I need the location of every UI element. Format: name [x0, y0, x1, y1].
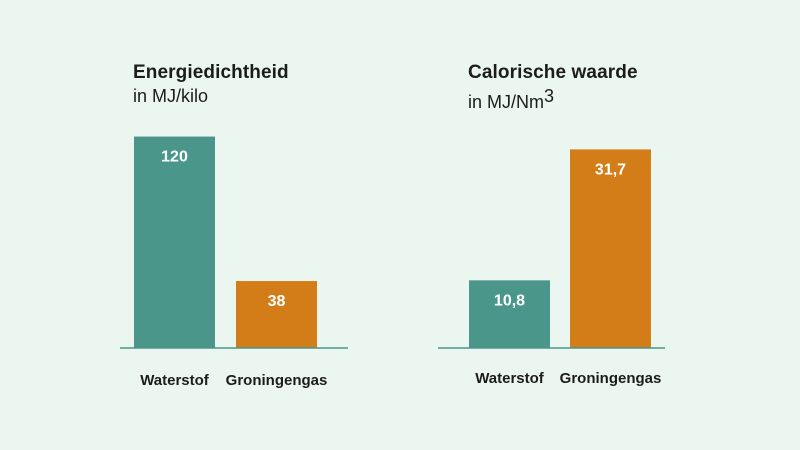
chart-panel-calorische-waarde: Calorische waarde in MJ/Nm3 10,8 Watersto… — [400, 0, 800, 450]
bar-value-label: 38 — [268, 293, 286, 310]
bar-groningengas — [236, 281, 317, 348]
chart-title: Energiedichtheid — [133, 62, 289, 83]
bar-value-label: 120 — [161, 149, 188, 166]
bar-value-label: 10,8 — [494, 292, 525, 309]
bar-value-label: 31,7 — [595, 161, 626, 178]
category-label: Waterstof — [475, 370, 545, 387]
category-label: Groningengas — [560, 370, 662, 387]
category-label: Groningengas — [226, 372, 328, 389]
bar-waterstof — [134, 136, 215, 348]
chart-panel-energiedichtheid: Energiedichtheid in MJ/kilo 120 Waterstof… — [120, 62, 348, 389]
chart-title: Calorische waarde — [468, 62, 638, 83]
chart-subtitle: in MJ/Nm3 — [468, 86, 554, 113]
chart-subtitle-superscript: 3 — [544, 86, 555, 106]
chart-subtitle-text: in MJ/kilo — [133, 86, 209, 106]
bar-chart: 120 Waterstof 38 Groningengas — [120, 136, 348, 389]
bar-chart: 10,8 Waterstof 31,7 Groningengas — [438, 149, 665, 387]
bar-waterstof — [469, 280, 550, 348]
bar-groningengas — [570, 149, 651, 348]
chart-subtitle-text: in MJ/Nm — [468, 92, 544, 112]
chart-subtitle: in MJ/kilo — [133, 86, 208, 107]
category-label: Waterstof — [140, 372, 210, 389]
